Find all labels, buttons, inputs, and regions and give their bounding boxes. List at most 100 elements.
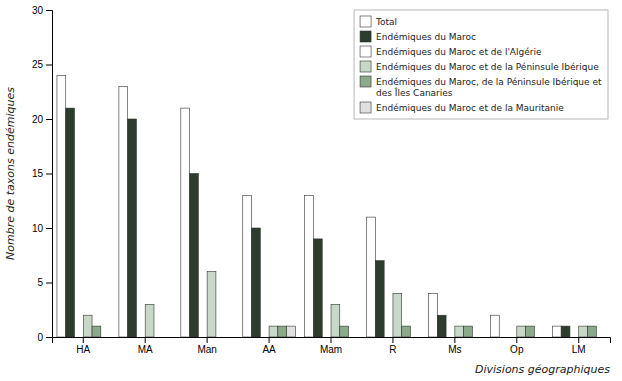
- legend: Total Endémiques du Maroc Endémiques du Ma…: [354, 10, 608, 119]
- legend-item: Endémiques du Maroc et de la Péninsule I…: [360, 61, 599, 72]
- bar: [570, 337, 579, 338]
- tick: 5: [37, 277, 52, 288]
- tick-label: LM: [572, 344, 586, 355]
- tick-mark: [578, 337, 579, 343]
- bar: [561, 326, 570, 337]
- plot-area: 0 5 10 15 20 25 30 HA MA Man AA Mam R Ms Op LM Total Endé…: [32, 5, 611, 355]
- bar: [305, 195, 314, 337]
- tick-label: 10: [32, 223, 44, 234]
- tick-mark: [46, 119, 52, 120]
- tick-mark: [454, 337, 455, 343]
- legend-label: Endémiques du Maroc et de l'Algérie: [376, 47, 542, 57]
- bar: [101, 337, 110, 338]
- tick: MA: [138, 337, 153, 355]
- legend-label: Endémiques du Maroc, de la Péninsule Ibé…: [376, 77, 602, 98]
- bar: [190, 174, 199, 338]
- tick: Man: [197, 337, 216, 355]
- legend-label: Endémiques du Maroc et de la Mauritanie: [376, 103, 564, 113]
- bar-series: [287, 326, 296, 337]
- bar: [349, 337, 358, 338]
- tick-mark: [207, 337, 208, 343]
- bar: [154, 337, 163, 338]
- bar: [83, 315, 92, 337]
- bar: [517, 326, 526, 337]
- bar: [278, 326, 287, 337]
- legend-swatch: [360, 76, 371, 87]
- bar: [252, 228, 261, 337]
- bar: [455, 326, 464, 337]
- bar: [410, 337, 419, 338]
- bar: [429, 293, 438, 337]
- tick-label: Mam: [320, 344, 342, 355]
- bar: [66, 108, 75, 337]
- tick-label: 0: [37, 332, 43, 343]
- tick-label: Op: [510, 344, 524, 355]
- tick-mark: [46, 337, 52, 338]
- legend-swatch: [360, 102, 371, 113]
- bar: [375, 261, 384, 337]
- bar: [393, 293, 402, 337]
- bar: [92, 326, 101, 337]
- tick-mark: [145, 337, 146, 343]
- tick-label: R: [389, 344, 396, 355]
- bar: [596, 337, 605, 338]
- bar: [490, 315, 499, 337]
- bar: [508, 337, 517, 338]
- bar: [552, 326, 561, 337]
- bar: [402, 326, 411, 337]
- tick-mark: [331, 337, 332, 343]
- bar: [313, 239, 322, 337]
- bar: [243, 195, 252, 337]
- legend-label: Total: [375, 17, 397, 27]
- tick-label: 20: [32, 114, 44, 125]
- axis-line: [46, 11, 53, 338]
- bar: [225, 337, 234, 338]
- bar: [587, 326, 596, 337]
- tick-mark: [46, 283, 52, 284]
- bar: [322, 337, 331, 338]
- tick: LM: [572, 337, 586, 355]
- legend-swatch: [360, 31, 371, 42]
- x-axis-title: Divisions géographiques: [475, 363, 610, 376]
- legend-swatch: [360, 16, 371, 27]
- bar-series: [92, 326, 596, 337]
- bar: [57, 75, 66, 337]
- tick: HA: [76, 337, 90, 355]
- bar: [145, 304, 154, 337]
- bar: [75, 337, 84, 338]
- tick: 30: [32, 5, 52, 16]
- bar: [163, 337, 172, 338]
- legend-item: Endémiques du Maroc et de la Mauritanie: [360, 102, 564, 113]
- tick: AA: [262, 337, 276, 355]
- tick: Ms: [448, 337, 461, 355]
- bar: [472, 337, 481, 338]
- bar: [367, 217, 376, 337]
- axis-line: [53, 338, 611, 344]
- bar: [331, 304, 340, 337]
- bar: [269, 326, 278, 337]
- legend-box: [354, 10, 608, 119]
- y-axis: 0 5 10 15 20 25 30: [32, 5, 53, 343]
- bar: [446, 337, 455, 338]
- tick-label: Man: [197, 344, 216, 355]
- legend-item: Endémiques du Maroc: [360, 31, 476, 42]
- bar: [579, 326, 588, 337]
- legend-item: Endémiques du Maroc, de la Péninsule Ibé…: [360, 76, 602, 98]
- chart: 0 5 10 15 20 25 30 HA MA Man AA Mam R Ms Op LM Total Endé…: [0, 0, 622, 381]
- tick-label: HA: [76, 344, 90, 355]
- bar: [437, 315, 446, 337]
- tick-label: MA: [138, 344, 153, 355]
- tick-label: 30: [32, 5, 44, 16]
- tick-label: AA: [262, 344, 276, 355]
- legend-label: Endémiques du Maroc: [376, 32, 476, 42]
- bar: [198, 337, 207, 338]
- legend-label: Endémiques du Maroc et de la Péninsule I…: [376, 62, 599, 72]
- tick: 15: [32, 168, 52, 179]
- bar: [216, 337, 225, 338]
- bar: [287, 326, 296, 337]
- y-axis-title: Nombre de taxons endémiques: [4, 87, 17, 260]
- tick: Op: [510, 337, 524, 355]
- bar-series: [83, 272, 587, 337]
- tick-mark: [83, 337, 84, 343]
- tick-label: 25: [32, 59, 44, 70]
